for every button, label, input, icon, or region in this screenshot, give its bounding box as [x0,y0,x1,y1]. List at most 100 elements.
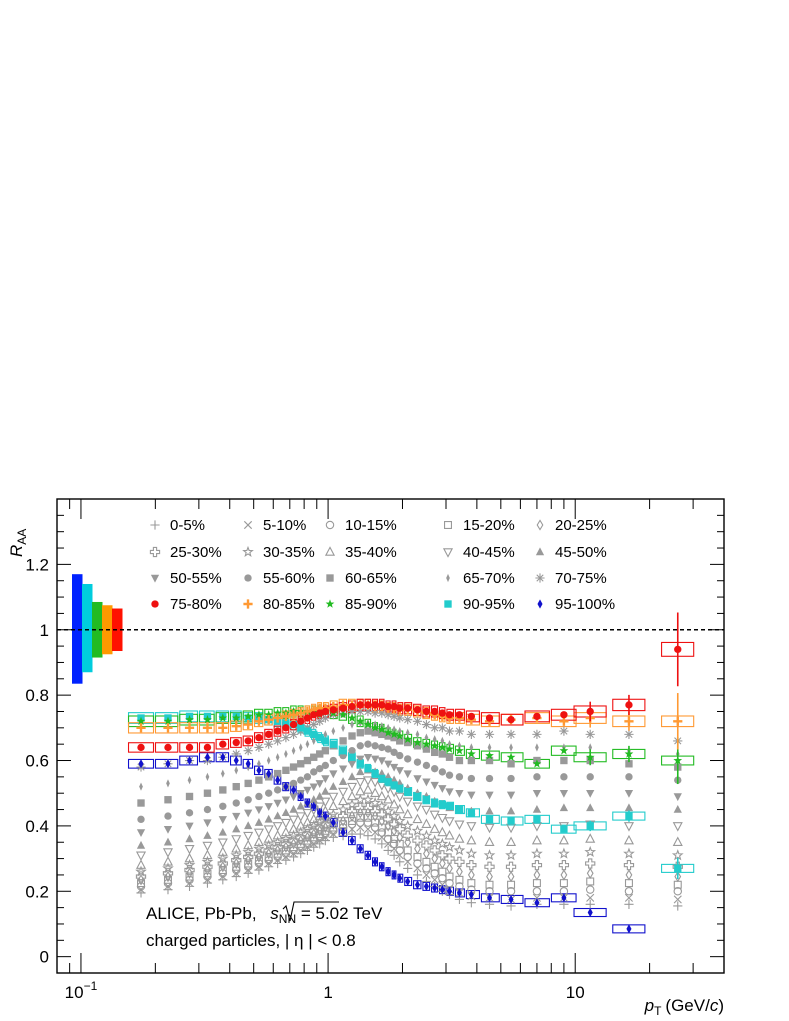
marker [203,831,212,839]
marker [532,759,542,768]
marker [338,710,348,719]
marker [438,768,447,776]
marker [674,645,682,654]
marker [329,770,338,779]
marker [376,790,387,801]
marker [298,743,303,752]
marker [304,798,310,808]
marker [164,796,172,804]
marker [354,793,367,805]
marker [302,809,313,819]
legend-item-60-65%: 60-65% [326,570,397,587]
marker [402,830,413,841]
x-tick-label: 10 [566,983,585,1002]
marker [395,767,404,775]
marker [282,766,290,775]
marker [508,894,514,905]
marker [264,710,274,719]
marker [329,756,337,765]
marker [355,829,365,839]
marker [444,853,455,864]
marker [355,706,365,717]
marker [586,707,594,716]
marker [137,879,146,888]
marker [377,828,387,837]
marker [456,865,463,878]
legend-label: 65-70% [463,570,515,587]
marker [558,847,570,859]
marker [163,723,173,733]
marker [487,743,492,752]
marker [310,768,318,776]
legend-label: 45-50% [555,544,607,561]
legend-item-75-80%: 75-80% [151,596,222,613]
marker [337,803,349,815]
marker [430,723,440,733]
marker [673,887,682,896]
marker [396,704,404,712]
marker [558,859,570,871]
marker [444,817,455,827]
marker [558,834,569,845]
legend: 0-5% 5-10% 10-15% 15-20% 20-25% 25-30% 30-35% 3… [149,517,615,613]
series-35-40% [135,784,683,869]
marker [395,846,404,855]
marker [185,743,194,752]
legend-item-95-100%: 95-100% [537,596,615,613]
marker [330,818,336,828]
marker [390,702,398,711]
marker [413,859,422,868]
marker [363,818,373,827]
marker [624,893,634,902]
marker [623,834,635,845]
marker [560,756,568,765]
marker [202,849,213,860]
sys-box [154,742,179,753]
marker [370,777,381,788]
marker [535,573,545,583]
marker [421,840,432,851]
marker [356,742,364,750]
marker [484,836,495,847]
marker [535,743,539,752]
marker [533,773,541,781]
marker [347,713,357,722]
marker [372,857,378,867]
marker [281,711,291,721]
legend-item-50-55%: 50-55% [150,570,222,587]
marker [295,820,306,830]
marker [444,600,452,608]
marker [243,831,254,842]
marker [242,545,254,557]
marker [623,859,635,871]
marker [560,773,568,781]
marker [371,701,379,709]
legend-item-85-90%: 85-90% [325,596,397,613]
marker [371,729,379,737]
marker [397,873,403,883]
marker [404,787,412,796]
marker [314,802,325,813]
marker [243,839,254,850]
marker [532,789,542,798]
y-tick-label: 0.2 [25,882,49,901]
marker [378,743,386,752]
marker [437,742,447,752]
marker [454,856,465,868]
marker [534,898,540,908]
legend-item-25-30%: 25-30% [149,544,222,561]
marker [586,877,595,886]
marker [150,574,160,583]
marker [423,881,429,891]
marker [163,825,173,834]
marker [403,863,413,873]
marker [443,520,452,529]
marker [585,885,595,894]
annotation-line-1: ALICE, Pb-Pb, sNN = 5.02 TeV [146,904,383,926]
marker [282,719,290,727]
marker [445,802,454,810]
marker [377,823,386,832]
legend-item-10-15%: 10-15% [325,517,397,534]
marker [243,746,253,756]
legend-label: 40-45% [463,544,515,561]
